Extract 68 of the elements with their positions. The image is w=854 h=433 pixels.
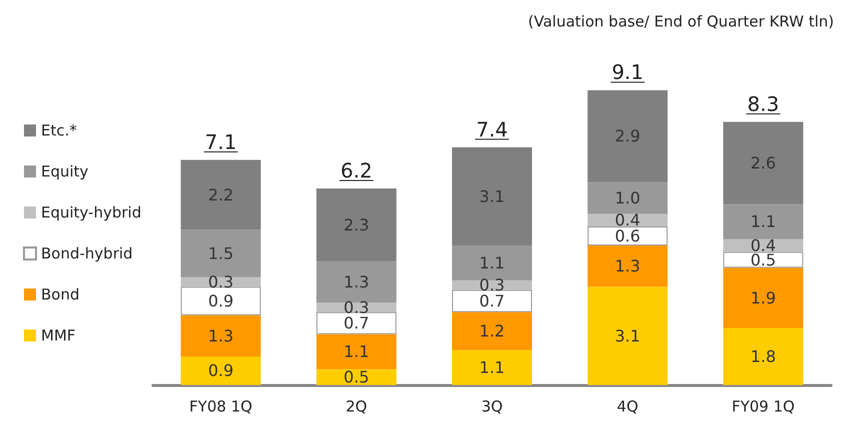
bar (723, 239, 804, 252)
x-tick-label: FY09 1Q (732, 398, 795, 416)
bar (180, 277, 261, 287)
x-tick-label: 3Q (481, 398, 503, 416)
data-label: 0.9 (208, 361, 234, 380)
data-label: 2.9 (614, 126, 640, 146)
data-label: 2.3 (344, 215, 370, 234)
data-label: 1.1 (479, 253, 505, 272)
data-label: 1.1 (479, 358, 505, 378)
bar (316, 261, 396, 303)
data-label: 1.3 (614, 256, 640, 276)
x-tick-label: 2Q (346, 398, 368, 416)
bar (588, 182, 668, 214)
bar (180, 356, 261, 385)
data-label: 1.9 (750, 288, 776, 308)
x-tick-label: FY08 1Q (189, 398, 252, 416)
total-label: 9.1 (612, 60, 644, 84)
bar (180, 286, 261, 316)
legend-label: Equity (41, 162, 89, 180)
legend-label: MMF (41, 326, 76, 344)
data-label: 1.8 (750, 346, 776, 366)
bar (316, 302, 396, 312)
bar (588, 286, 668, 385)
data-label: 0.3 (208, 272, 234, 292)
x-tick-label: 4Q (616, 398, 638, 416)
total-label: 8.3 (747, 92, 780, 116)
data-label: 1.3 (344, 272, 370, 292)
bar (588, 90, 668, 182)
data-label: 1.1 (750, 212, 776, 232)
legend-label: Bond-hybrid (41, 244, 133, 262)
data-label: 1.2 (479, 322, 505, 341)
data-label: 0.5 (344, 368, 370, 387)
bar (452, 312, 532, 350)
bar (316, 312, 396, 334)
bar (180, 160, 261, 230)
data-label: 2.6 (750, 154, 776, 173)
bar (316, 334, 396, 370)
text: (Valuation base/ End of Quarter KRW tln) (528, 12, 834, 30)
total-label: 7.4 (476, 117, 508, 142)
bar (452, 246, 532, 280)
data-label: 3.1 (614, 326, 640, 346)
bar (588, 226, 668, 246)
data-label: 3.1 (479, 186, 505, 206)
bar (452, 290, 532, 312)
data-label: 1.1 (344, 342, 370, 362)
bar (316, 369, 396, 385)
total-label: 6.2 (340, 158, 372, 182)
bar (452, 147, 532, 246)
bar (316, 188, 396, 262)
bar (588, 246, 668, 287)
legend-label: Equity-hybrid (41, 204, 142, 222)
bar (180, 230, 261, 278)
legend-label: Etc.* (41, 122, 78, 140)
bar (452, 350, 532, 385)
bar (452, 280, 532, 290)
legend-label: Bond (41, 286, 80, 304)
bar (180, 315, 261, 356)
data-label: 1.5 (208, 244, 234, 263)
data-label: 1.3 (208, 326, 234, 346)
total-label: 7.1 (204, 130, 237, 154)
bar (723, 204, 804, 240)
bar (723, 122, 804, 204)
bar (723, 328, 804, 385)
data-label: 0.9 (208, 291, 234, 310)
data-label: 2.2 (208, 185, 234, 204)
data-label: 0.5 (750, 250, 776, 270)
bar (723, 268, 804, 328)
data-label: 1.0 (614, 188, 640, 208)
